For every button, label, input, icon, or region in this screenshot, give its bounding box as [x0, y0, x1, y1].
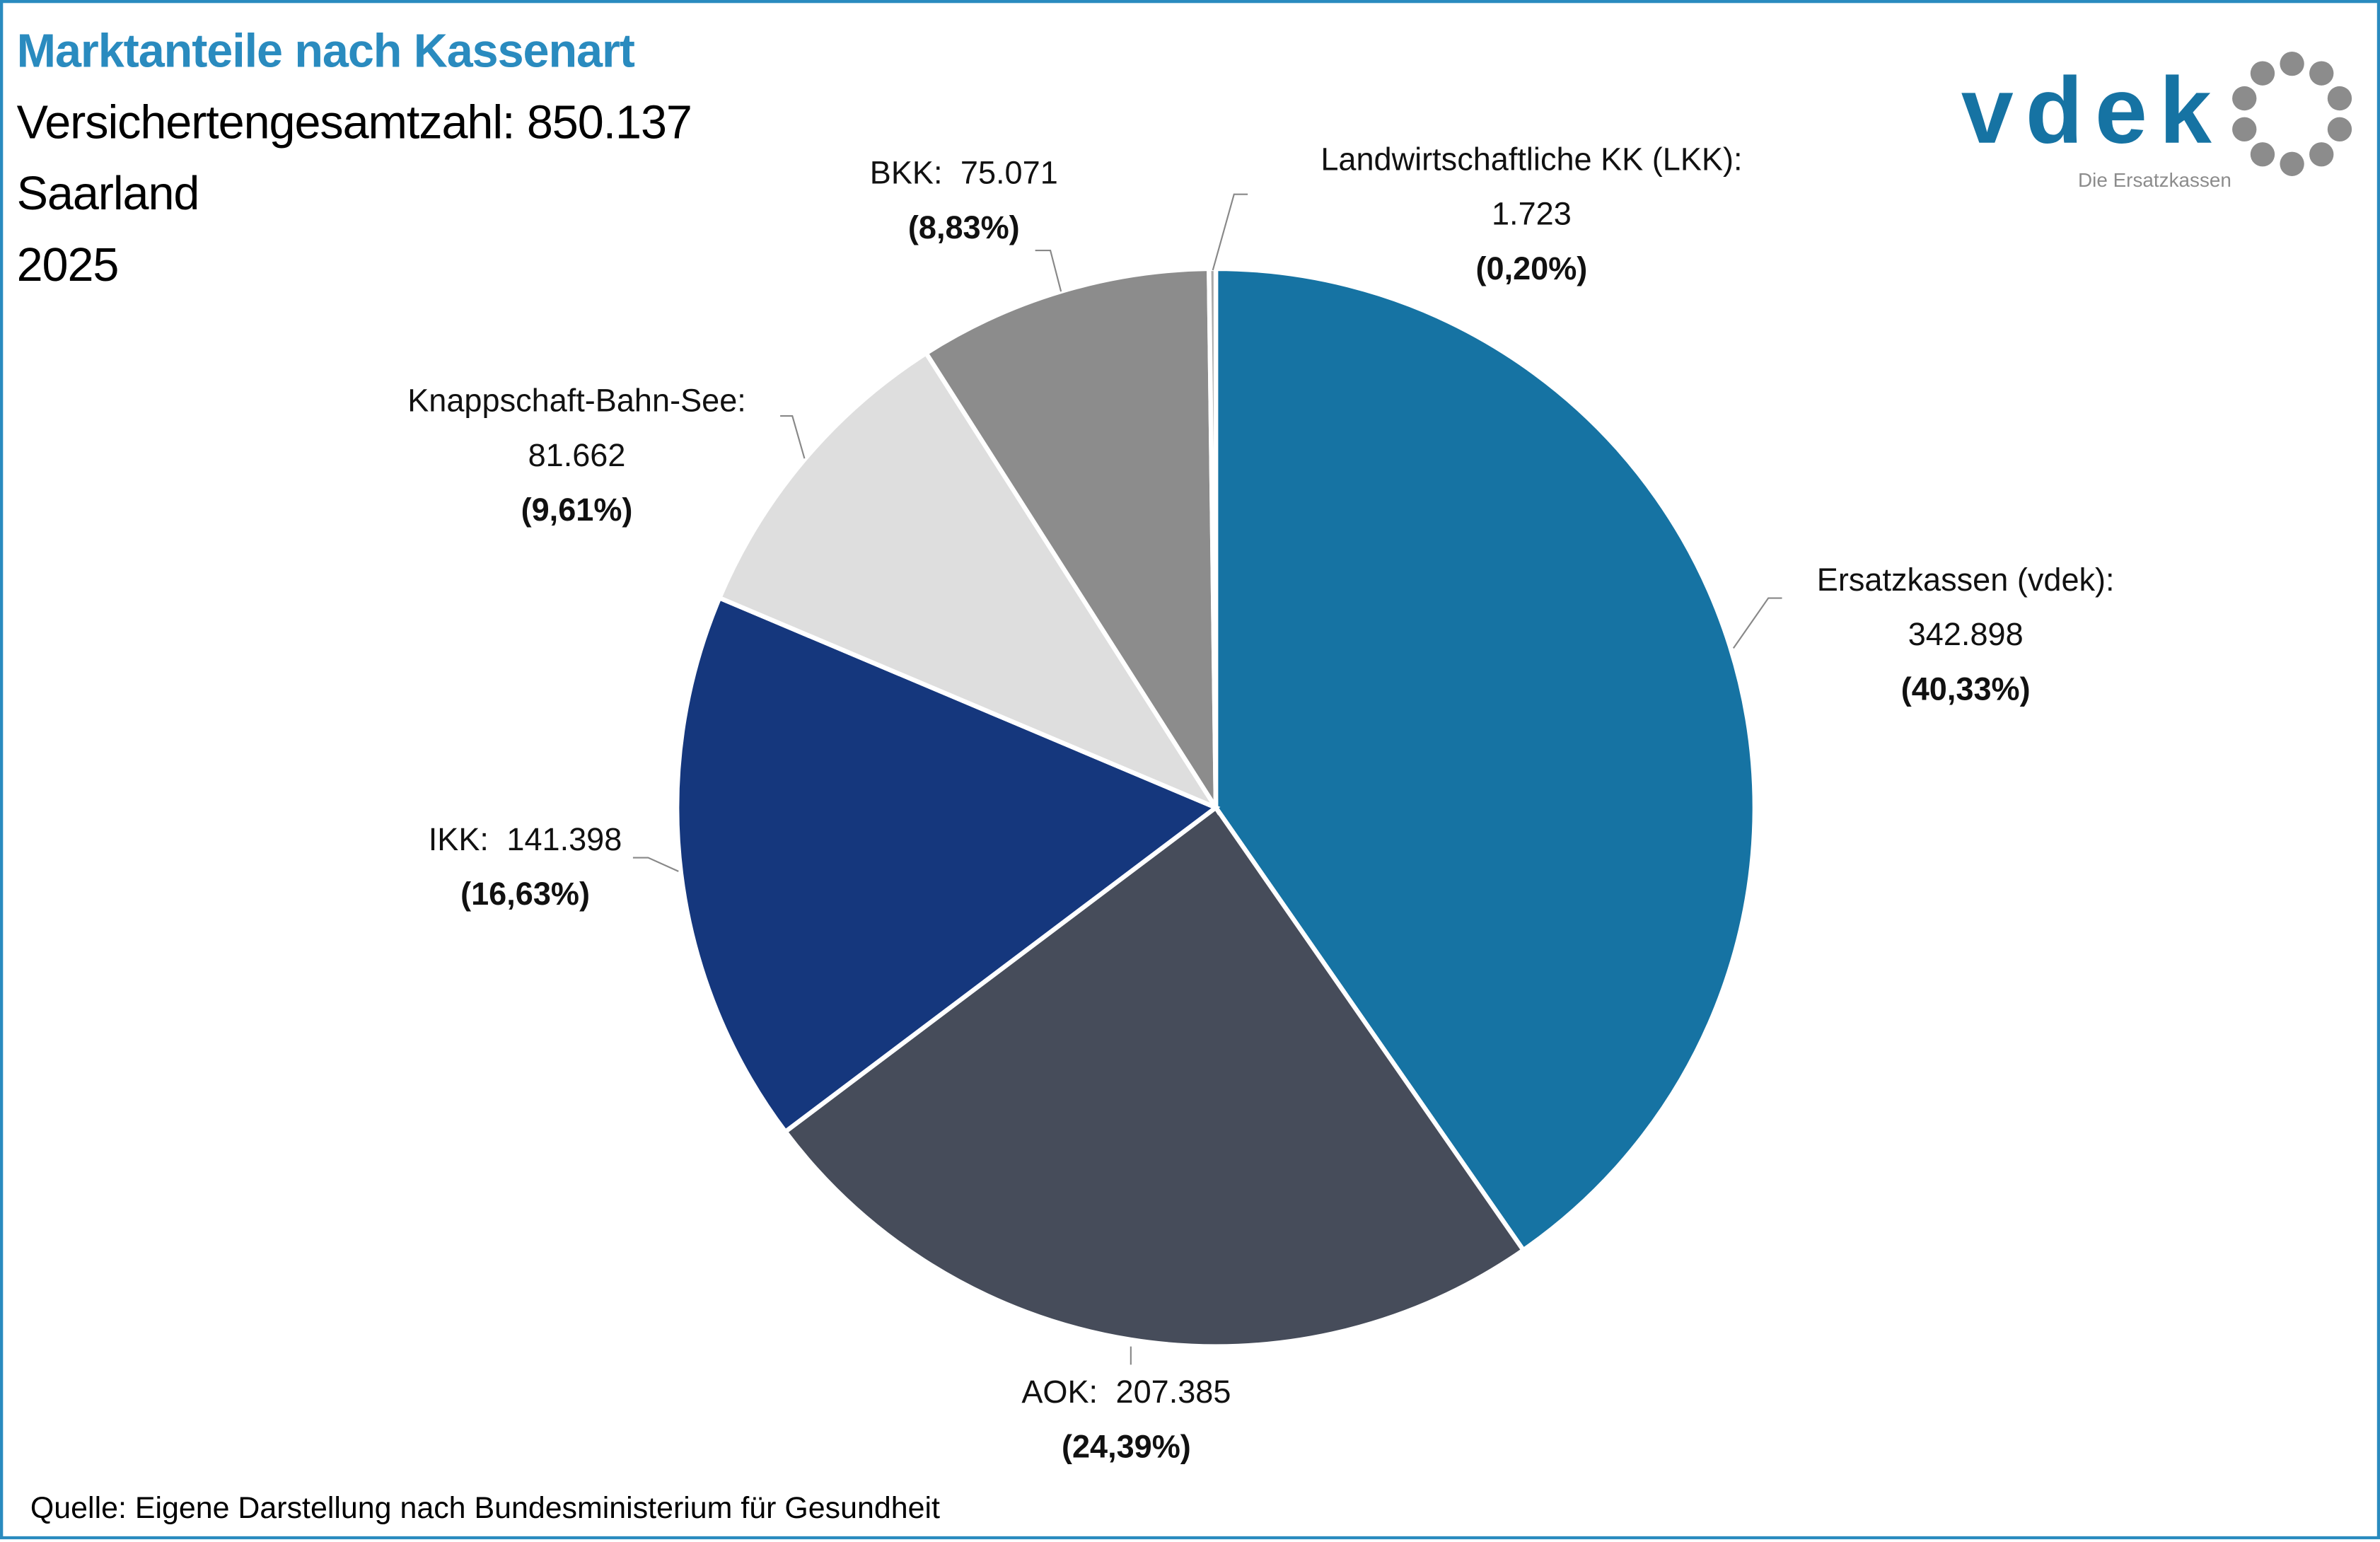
- slice-ikk: [674, 595, 1221, 1135]
- label-bkk-value: 75.071: [960, 156, 1058, 192]
- logo-ring-icon: [2232, 51, 2352, 176]
- label-aok-percent: (24,39%): [1061, 1430, 1191, 1465]
- label-ikk-value: 141.398: [506, 823, 622, 858]
- region: Saarland: [16, 167, 200, 221]
- logo-ring-dot: [2309, 142, 2334, 167]
- label-ersatzkassen-percent: (40,33%): [1900, 672, 2031, 708]
- logo-ring-dot: [2280, 151, 2304, 176]
- label-knappschaft: Knappschaft-Bahn-See: 81.662 (9,61%): [407, 375, 746, 539]
- logo-ring-dot: [2280, 51, 2304, 76]
- vdek-logo: vdek Die Ersatzkassen: [1961, 51, 2352, 191]
- label-lkk-percent: (0,20%): [1475, 252, 1588, 287]
- label-bkk: BKK: 75.071 (8,83%): [870, 147, 1058, 257]
- leader-knappschaft: [780, 415, 806, 459]
- total-insured: Versichertengesamtzahl: 850.137: [16, 95, 692, 149]
- logo-ring-dot: [2250, 61, 2275, 86]
- label-aok-name: AOK:: [1021, 1375, 1098, 1410]
- label-knappschaft-name: Knappschaft-Bahn-See:: [407, 383, 746, 419]
- slice-lkk: [1207, 266, 1219, 808]
- label-ersatzkassen-value: 342.898: [1908, 618, 2024, 653]
- label-ersatzkassen: Ersatzkassen (vdek): 342.898 (40,33%): [1817, 554, 2115, 718]
- label-aok-value: 207.385: [1115, 1375, 1231, 1410]
- logo-ring-dot: [2250, 142, 2275, 167]
- label-ikk: IKK: 141.398 (16,63%): [429, 813, 622, 923]
- label-lkk-name: Landwirtschaftliche KK (LKK):: [1320, 142, 1743, 178]
- label-bkk-percent: (8,83%): [907, 211, 1020, 246]
- year: 2025: [16, 238, 120, 292]
- label-ikk-percent: (16,63%): [460, 877, 590, 912]
- label-knappschaft-percent: (9,61%): [521, 493, 633, 528]
- logo-ring-dot: [2232, 86, 2257, 111]
- logo-tagline: Die Ersatzkassen: [2078, 169, 2231, 191]
- label-ersatzkassen-name: Ersatzkassen (vdek):: [1816, 563, 2115, 598]
- logo-ring-dot: [2327, 117, 2352, 142]
- label-lkk-value: 1.723: [1491, 197, 1572, 233]
- label-ikk-name: IKK:: [428, 823, 489, 858]
- label-aok: AOK: 207.385 (24,39%): [1021, 1366, 1231, 1476]
- logo-ring-dot: [2232, 117, 2257, 142]
- label-knappschaft-value: 81.662: [528, 439, 626, 474]
- slice-ersatzkassen: [1213, 266, 1758, 1253]
- pie-chart: vdek Die Ersatzkassen: [632, 51, 2352, 1365]
- label-bkk-name: BKK:: [869, 156, 943, 192]
- source-note: Quelle: Eigene Darstellung nach Bundesmi…: [30, 1492, 940, 1526]
- logo-ring-dot: [2327, 86, 2352, 111]
- logo-ring-dot: [2309, 61, 2334, 86]
- leader-lkk: [1212, 193, 1248, 271]
- leader-ersatzkassen: [1732, 597, 1782, 649]
- logo-wordmark: vdek: [1961, 59, 2212, 163]
- label-lkk: Landwirtschaftliche KK (LKK): 1.723 (0,2…: [1320, 134, 1742, 298]
- leader-ikk: [632, 857, 679, 872]
- slice-aok: [782, 804, 1527, 1349]
- slice-knappschaft: [716, 349, 1222, 813]
- chart-title: Marktanteile nach Kassenart: [16, 24, 635, 78]
- leader-bkk: [1035, 250, 1062, 292]
